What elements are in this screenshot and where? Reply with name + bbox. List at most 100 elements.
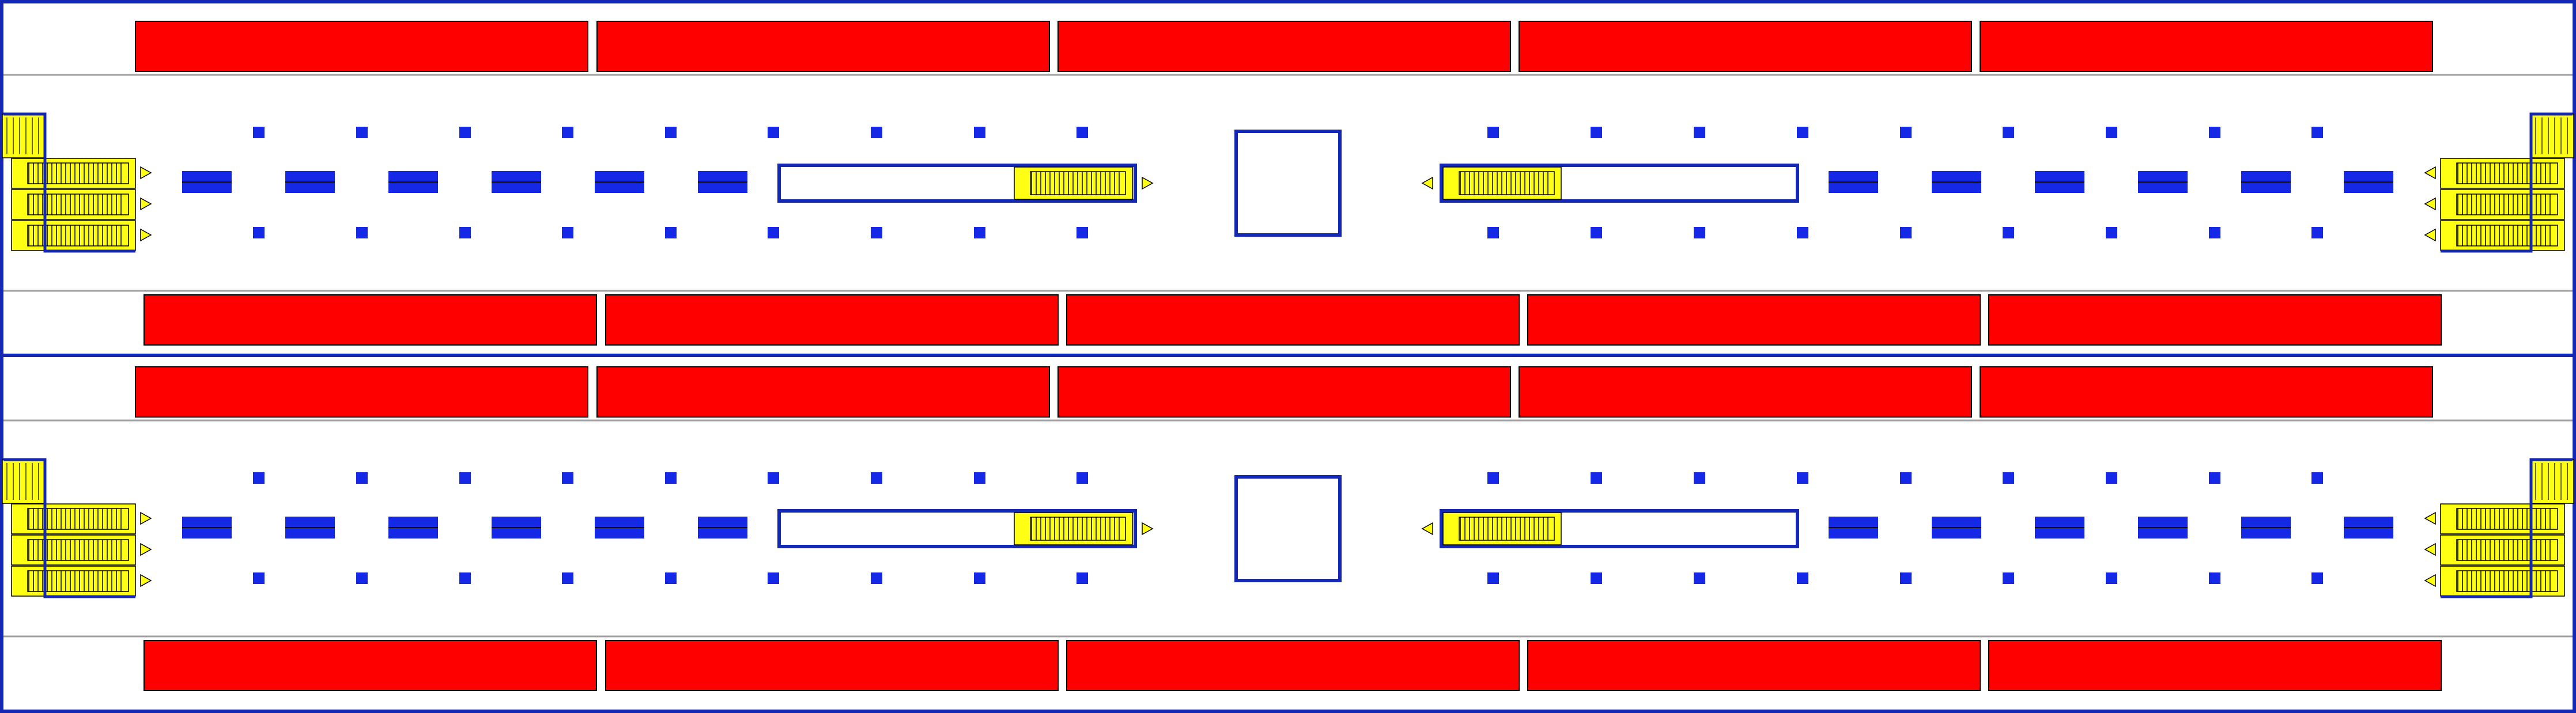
upper-level	[2, 21, 2574, 346]
column	[871, 472, 882, 484]
column	[459, 472, 471, 484]
column	[2311, 227, 2323, 238]
stair-shaft	[1440, 509, 1799, 548]
column	[459, 227, 471, 238]
column	[665, 472, 677, 484]
direction-arrow-icon	[140, 166, 152, 180]
column	[2106, 472, 2117, 484]
column	[974, 472, 985, 484]
column	[768, 472, 779, 484]
direction-arrow-icon	[2424, 197, 2436, 211]
column	[459, 572, 471, 584]
train-car	[1519, 21, 1972, 72]
train-car	[1527, 294, 1981, 346]
lower-level	[2, 366, 2574, 691]
wall-outline	[2441, 112, 2573, 253]
column	[2209, 127, 2220, 138]
column	[2003, 472, 2014, 484]
wall-outline	[3, 458, 135, 598]
train-car	[135, 21, 588, 72]
column	[1591, 472, 1602, 484]
direction-arrow-icon	[1142, 522, 1154, 536]
train-car	[135, 366, 588, 418]
direction-arrow-icon	[1421, 522, 1433, 536]
stair-shaft	[1440, 164, 1799, 203]
column	[1591, 127, 1602, 138]
column	[1900, 472, 1912, 484]
column	[1797, 227, 1808, 238]
column	[1694, 127, 1705, 138]
column	[253, 227, 265, 238]
column	[871, 572, 882, 584]
column	[253, 572, 265, 584]
column	[2106, 127, 2117, 138]
column	[2311, 127, 2323, 138]
train-car	[1980, 366, 2433, 418]
column	[356, 227, 368, 238]
direction-arrow-icon	[1421, 176, 1433, 190]
column	[253, 472, 265, 484]
column	[665, 127, 677, 138]
escalator-rail	[1030, 171, 1126, 195]
stair-shaft	[777, 164, 1137, 203]
direction-arrow-icon	[140, 543, 152, 556]
direction-arrow-icon	[2424, 574, 2436, 587]
train-car	[1980, 21, 2433, 72]
train-car	[1519, 366, 1972, 418]
column	[768, 572, 779, 584]
column	[2209, 472, 2220, 484]
train-car	[143, 294, 597, 346]
train-car	[1988, 640, 2442, 691]
column	[2209, 227, 2220, 238]
column	[1797, 127, 1808, 138]
column	[1077, 127, 1088, 138]
column	[2209, 572, 2220, 584]
escalator-rail	[1459, 517, 1555, 541]
column	[1797, 472, 1808, 484]
wall-outline	[3, 112, 135, 253]
train-car	[1057, 366, 1511, 418]
column	[2003, 572, 2014, 584]
column	[2003, 227, 2014, 238]
train-car	[1527, 640, 1981, 691]
column	[2106, 227, 2117, 238]
column	[562, 127, 573, 138]
column	[665, 227, 677, 238]
column	[1797, 572, 1808, 584]
direction-arrow-icon	[140, 228, 152, 242]
column	[356, 472, 368, 484]
escalator-rail	[27, 225, 129, 246]
column	[871, 227, 882, 238]
column	[1900, 127, 1912, 138]
column	[974, 127, 985, 138]
column	[2003, 127, 2014, 138]
column	[1591, 572, 1602, 584]
train-car	[605, 294, 1059, 346]
column	[1694, 227, 1705, 238]
column	[665, 572, 677, 584]
column	[1900, 227, 1912, 238]
column	[562, 572, 573, 584]
column	[253, 127, 265, 138]
stair-shaft	[777, 509, 1137, 548]
column	[1487, 127, 1499, 138]
direction-arrow-icon	[1142, 176, 1154, 190]
column	[1694, 572, 1705, 584]
escalator-rail	[2456, 162, 2558, 184]
escalator-rail	[27, 570, 129, 592]
column	[2106, 572, 2117, 584]
column	[1077, 227, 1088, 238]
train-car	[1066, 294, 1520, 346]
train-car	[596, 21, 1050, 72]
train-car	[596, 366, 1050, 418]
stair-block	[2, 459, 46, 504]
column	[2311, 572, 2323, 584]
direction-arrow-icon	[2424, 166, 2436, 180]
escalator-rail	[1030, 517, 1126, 541]
escalator-rail	[27, 162, 129, 184]
column	[2311, 472, 2323, 484]
escalator-rail	[2456, 539, 2558, 561]
direction-arrow-icon	[2424, 511, 2436, 525]
escalator-rail	[2456, 570, 2558, 592]
elevator	[1234, 475, 1342, 582]
